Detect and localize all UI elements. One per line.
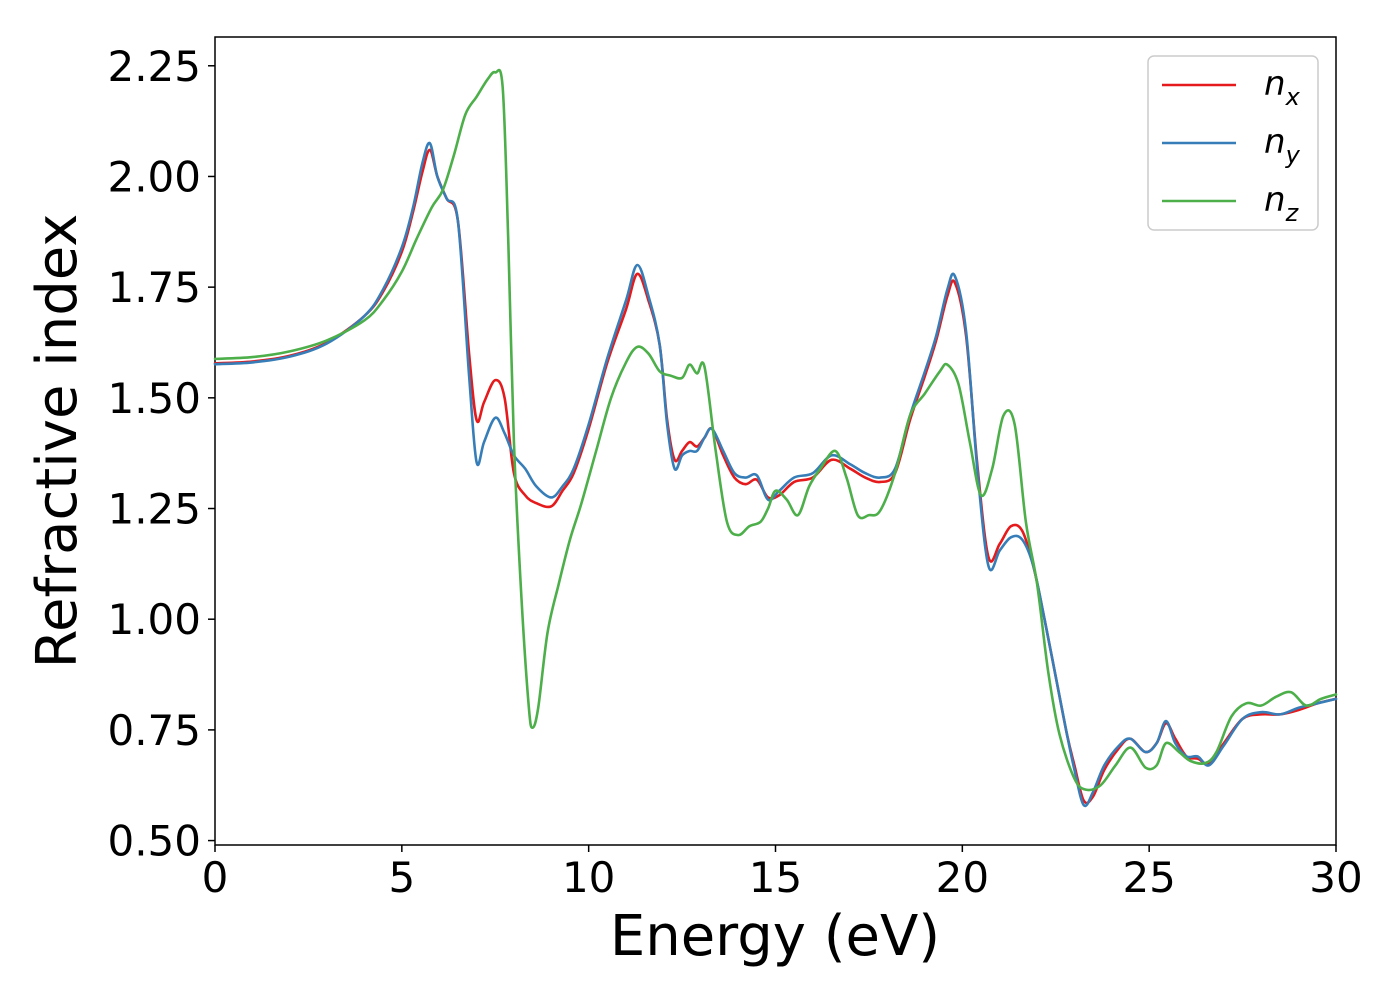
- y-axis-ticks: 0.50 0.75 1.00 1.25 1.50 1.75 2.00 2.25: [107, 42, 215, 866]
- legend-label-ny: ny: [1264, 122, 1301, 169]
- y-tick-label: 1.25: [107, 485, 201, 534]
- legend-label-main: n: [1264, 122, 1286, 162]
- y-tick-label: 0.75: [107, 706, 201, 755]
- x-tick-label: 30: [1309, 853, 1362, 902]
- series-line-nz: [213, 68, 1338, 792]
- x-axis-label: Energy (eV): [610, 904, 940, 969]
- y-axis-label: Refractive index: [25, 214, 90, 669]
- y-tick-label: 1.50: [107, 374, 201, 423]
- x-axis-ticks: 0 5 10 15 20 25 30: [202, 845, 1363, 902]
- x-tick-label: 5: [388, 853, 415, 902]
- x-tick-label: 0: [202, 853, 229, 902]
- x-tick-label: 25: [1122, 853, 1175, 902]
- y-tick-label: 0.50: [107, 817, 201, 866]
- y-tick-label: 1.75: [107, 263, 201, 312]
- legend-label-main: n: [1264, 180, 1286, 220]
- x-tick-label: 10: [562, 853, 615, 902]
- legend-label-nx: nx: [1264, 64, 1301, 111]
- legend-label-nz: nz: [1264, 180, 1300, 227]
- legend-label-main: n: [1264, 64, 1286, 104]
- legend-label-subscript: y: [1285, 141, 1301, 169]
- y-tick-label: 2.25: [107, 42, 201, 91]
- y-tick-label: 2.00: [107, 152, 201, 201]
- legend-label-subscript: z: [1285, 199, 1300, 227]
- y-tick-label: 1.00: [107, 595, 201, 644]
- legend-label-subscript: x: [1285, 83, 1301, 111]
- x-tick-label: 20: [936, 853, 989, 902]
- x-tick-label: 15: [749, 853, 802, 902]
- series-layer: [213, 68, 1338, 808]
